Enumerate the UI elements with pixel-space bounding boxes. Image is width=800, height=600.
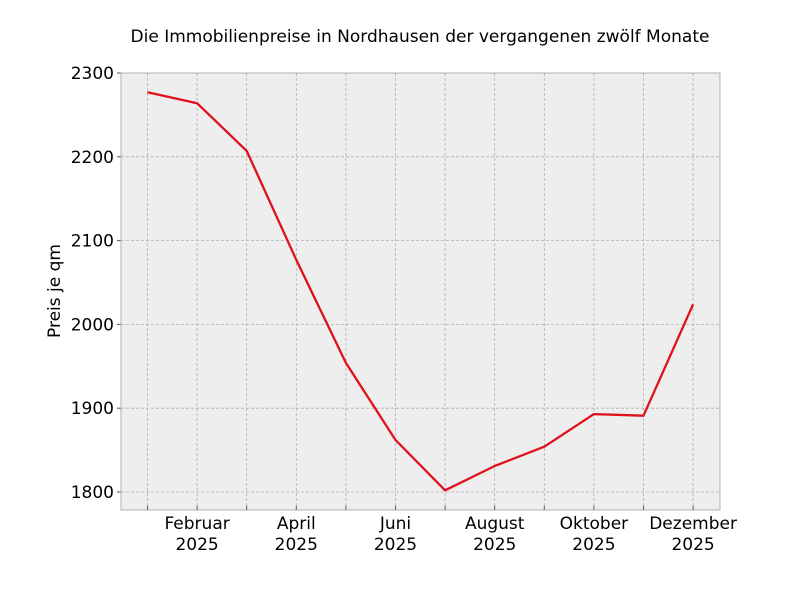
x-tick-label-year: 2025 <box>572 535 615 555</box>
x-tick-label-month: Februar <box>164 514 229 534</box>
x-axis-tick-labels: Februar2025April2025Juni2025August2025Ok… <box>164 514 737 555</box>
x-tick-label-year: 2025 <box>275 535 318 555</box>
y-axis-label: Preis je qm <box>45 244 65 338</box>
x-tick-label-year: 2025 <box>175 535 218 555</box>
x-tick-label-year: 2025 <box>671 535 714 555</box>
x-tick-label-month: Juni <box>379 514 411 534</box>
y-axis-tick-labels: 1800 1900 2000 2100 2200 2300 <box>71 64 114 503</box>
y-tick-label: 1900 <box>71 399 114 419</box>
x-tick-label-year: 2025 <box>374 535 417 555</box>
price-series-line <box>147 91 695 492</box>
plot-area <box>121 73 720 510</box>
grid-lines <box>121 72 720 510</box>
x-tick-label-month: April <box>277 514 316 534</box>
x-tick-label-year: 2025 <box>473 535 516 555</box>
y-tick-label: 2300 <box>71 64 114 84</box>
y-tick-label: 2000 <box>71 315 114 335</box>
axis-ticks <box>117 72 694 510</box>
x-tick-label-month: Oktober <box>560 514 629 534</box>
plot-frame <box>120 72 721 511</box>
y-tick-label: 2100 <box>71 232 114 252</box>
x-tick-label-month: Dezember <box>649 514 737 534</box>
y-tick-label: 1800 <box>71 483 114 503</box>
y-tick-label: 2200 <box>71 148 114 168</box>
chart-title: Die Immobilienpreise in Nordhausen der v… <box>130 27 710 47</box>
x-tick-label-month: August <box>465 514 525 534</box>
